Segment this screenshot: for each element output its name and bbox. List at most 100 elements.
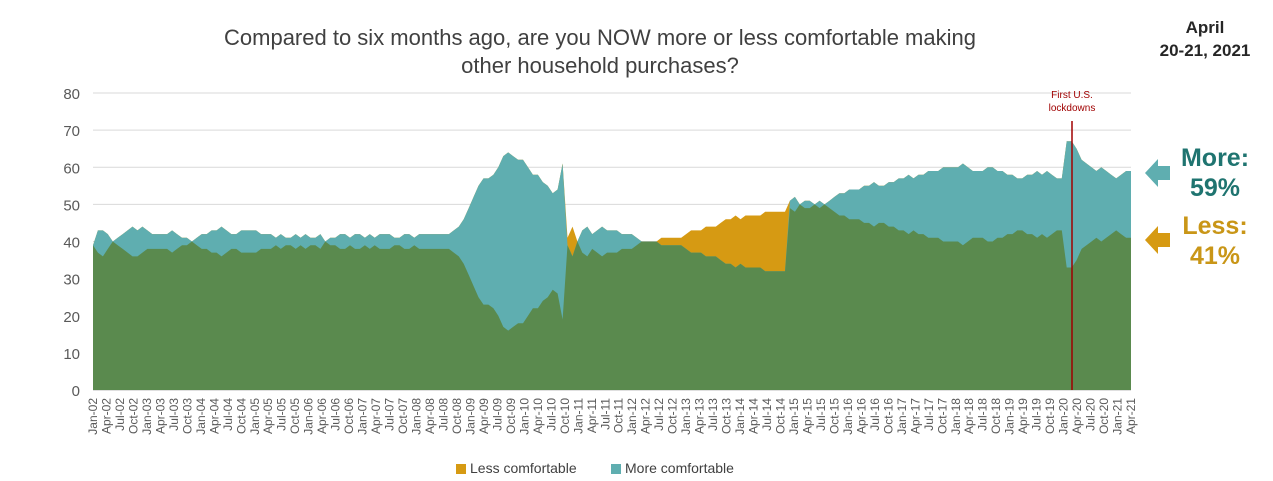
x-tick-label: Oct-14 xyxy=(774,398,788,434)
x-tick-label: Jan-15 xyxy=(787,398,801,435)
x-tick-label: Jul-17 xyxy=(922,398,936,431)
x-tick-label: Apr-14 xyxy=(747,398,761,434)
x-tick-label: Jul-05 xyxy=(275,398,289,431)
x-tick-label: Oct-19 xyxy=(1043,398,1057,434)
x-tick-label: Apr-20 xyxy=(1070,398,1084,434)
y-tick-label: 40 xyxy=(63,235,80,252)
x-tick-label: Jan-19 xyxy=(1003,398,1017,435)
more-callout-label: More: xyxy=(1180,144,1250,172)
x-tick-label: Jul-11 xyxy=(598,398,612,430)
x-tick-label: Jul-10 xyxy=(544,398,558,431)
x-tick-label: Jul-08 xyxy=(436,398,450,431)
x-tick-label: Jan-07 xyxy=(356,398,370,435)
x-tick-label: Apr-18 xyxy=(962,398,976,434)
x-tick-label: Jul-19 xyxy=(1030,398,1044,431)
legend-swatch-more xyxy=(611,464,621,474)
y-tick-label: 50 xyxy=(63,197,80,214)
x-tick-label: Jan-14 xyxy=(733,398,747,435)
x-tick-label: Apr-15 xyxy=(800,398,814,434)
less-callout-value: 41% xyxy=(1189,242,1241,270)
x-tick-label: Oct-05 xyxy=(288,398,302,434)
x-tick-label: Apr-10 xyxy=(531,398,545,434)
x-tick-label: Oct-16 xyxy=(881,398,895,434)
y-tick-label: 30 xyxy=(63,272,80,289)
x-tick-label: Jan-11 xyxy=(571,398,585,434)
chart-title-line1: Compared to six months ago, are you NOW … xyxy=(224,25,976,50)
less-arrow-icon xyxy=(1145,226,1170,254)
x-tick-label: Jul-02 xyxy=(113,398,127,431)
y-axis-ticks: 0 10 20 30 40 50 60 70 80 xyxy=(63,86,80,400)
x-tick-label: Apr-06 xyxy=(315,398,329,434)
x-tick-label: Jan-09 xyxy=(463,398,477,435)
x-tick-label: Apr-17 xyxy=(908,398,922,434)
x-tick-label: Apr-12 xyxy=(639,398,653,434)
x-tick-label: Apr-21 xyxy=(1124,398,1138,434)
x-tick-label: Oct-04 xyxy=(234,398,248,434)
x-tick-label: Oct-13 xyxy=(720,398,734,434)
legend-label-less: Less comfortable xyxy=(470,460,577,476)
x-tick-label: Jul-16 xyxy=(868,398,882,431)
x-tick-label: Oct-08 xyxy=(450,398,464,434)
x-axis-ticks: Jan-02 Apr-02 Jul-02 Oct-02 Jan-03 Apr-03 Jul-… xyxy=(86,398,1138,435)
x-tick-label: Oct-17 xyxy=(935,398,949,434)
more-callout: More: 59% xyxy=(1170,143,1260,203)
x-tick-label: Jul-18 xyxy=(976,398,990,431)
x-tick-label: Apr-16 xyxy=(854,398,868,434)
x-tick-label: Oct-03 xyxy=(180,398,194,434)
y-tick-label: 0 xyxy=(72,383,80,400)
legend: Less comfortable More comfortable xyxy=(456,460,734,476)
x-tick-label: Jan-08 xyxy=(410,398,424,435)
x-tick-label: Oct-06 xyxy=(342,398,356,434)
callout-arrows xyxy=(1145,159,1170,254)
x-tick-label: Jan-04 xyxy=(194,398,208,435)
x-tick-label: Apr-03 xyxy=(153,398,167,434)
x-tick-label: Jan-16 xyxy=(841,398,855,435)
x-tick-label: Jan-03 xyxy=(140,398,154,435)
x-tick-label: Jul-13 xyxy=(706,398,720,431)
x-tick-label: Oct-12 xyxy=(666,398,680,434)
x-tick-label: Oct-18 xyxy=(989,398,1003,434)
x-tick-label: Jan-05 xyxy=(248,398,262,435)
less-callout-label: Less: xyxy=(1182,212,1248,240)
x-tick-label: Jul-04 xyxy=(221,398,235,431)
x-tick-label: Apr-08 xyxy=(423,398,437,434)
x-tick-label: Jan-10 xyxy=(517,398,531,435)
x-tick-label: Jul-09 xyxy=(490,398,504,431)
legend-swatch-less xyxy=(456,464,466,474)
x-tick-label: Jan-17 xyxy=(895,398,909,435)
x-tick-label: Jan-18 xyxy=(949,398,963,435)
x-tick-label: Jul-06 xyxy=(329,398,343,431)
lockdown-annotation-line1: First U.S. xyxy=(1051,90,1093,101)
x-tick-label: Apr-19 xyxy=(1016,398,1030,434)
x-tick-label: Jul-15 xyxy=(814,398,828,431)
lockdown-marker: First U.S. lockdowns xyxy=(1049,90,1096,390)
x-tick-label: Oct-10 xyxy=(558,398,572,434)
y-tick-label: 60 xyxy=(63,160,80,177)
x-tick-label: Apr-11 xyxy=(585,398,599,433)
x-tick-label: Oct-11 xyxy=(612,398,626,433)
x-tick-label: Apr-07 xyxy=(369,398,383,434)
date-stamp-line1: April xyxy=(1185,18,1225,37)
x-tick-label: Oct-07 xyxy=(396,398,410,434)
x-tick-label: Apr-13 xyxy=(693,398,707,434)
lockdown-annotation-line2: lockdowns xyxy=(1049,103,1096,114)
area-layer xyxy=(93,141,1131,390)
y-tick-label: 10 xyxy=(63,346,80,363)
x-tick-label: Jul-20 xyxy=(1084,398,1098,431)
x-tick-label: Jan-13 xyxy=(679,398,693,435)
x-tick-label: Apr-04 xyxy=(207,398,221,434)
x-tick-label: Oct-20 xyxy=(1097,398,1111,434)
x-tick-label: Apr-02 xyxy=(99,398,113,434)
x-tick-label: Jul-12 xyxy=(652,398,666,431)
x-tick-label: Apr-09 xyxy=(477,398,491,434)
x-tick-label: Oct-09 xyxy=(504,398,518,434)
x-tick-label: Jan-20 xyxy=(1057,398,1071,435)
x-tick-label: Jan-02 xyxy=(86,398,100,435)
more-callout-value: 59% xyxy=(1189,174,1241,202)
more-arrow-icon xyxy=(1145,159,1170,187)
less-callout: Less: 41% xyxy=(1170,211,1260,271)
legend-label-more: More comfortable xyxy=(625,460,734,476)
x-tick-label: Jan-06 xyxy=(302,398,316,435)
chart-title-line2: other household purchases? xyxy=(461,53,739,78)
